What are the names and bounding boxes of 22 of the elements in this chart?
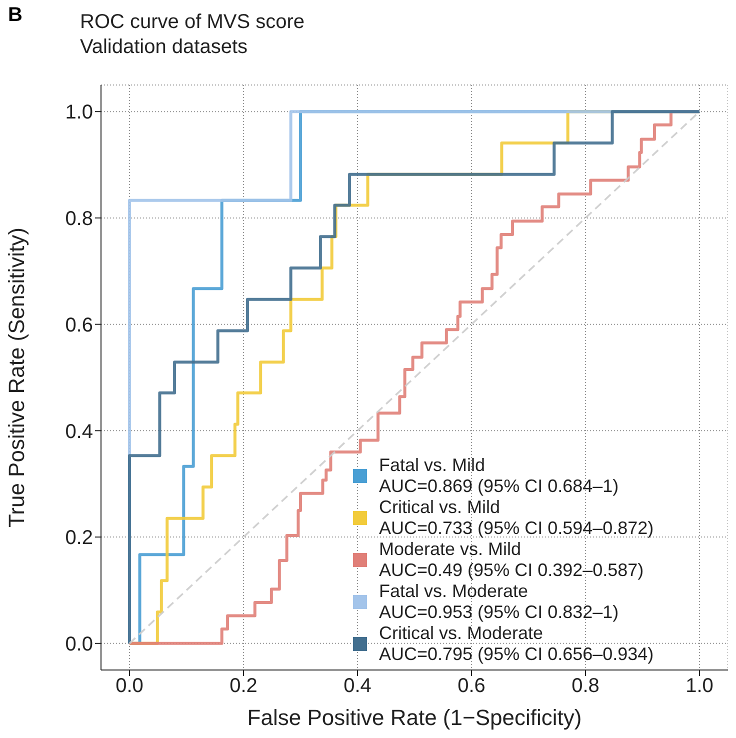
y-tick-label: 0.2 — [65, 527, 93, 550]
legend-label: Fatal vs. Moderate AUC=0.953 (95% CI 0.832–1) — [379, 581, 619, 623]
y-tick-label: 0.4 — [65, 420, 93, 443]
x-axis-title: False Positive Rate (1−Specificity) — [247, 705, 582, 730]
y-tick-label: 0.6 — [65, 314, 93, 336]
chart-subtitle: Validation datasets — [80, 35, 249, 60]
text: B — [8, 4, 22, 27]
y-tick-label: 0.8 — [65, 208, 93, 230]
y-axis-title: True Positive Rate (Sensitivity) — [4, 228, 29, 528]
x-tick-label: 0.8 — [572, 675, 600, 698]
legend-label: Fatal vs. Mild AUC=0.869 (95% CI 0.684–1) — [379, 455, 619, 497]
legend-label: Critical vs. Moderate AUC=0.795 (95% CI 0.656–0.934) — [379, 623, 654, 665]
legend-label: Moderate vs. Mild AUC=0.49 (95% CI 0.392–0.587) — [379, 539, 644, 581]
y-tick-label: 0.0 — [65, 634, 93, 656]
legend-label: Critical vs. Mild AUC=0.733 (95% CI 0.594–0.872) — [379, 497, 654, 539]
x-tick-label: 0.6 — [458, 675, 486, 698]
x-tick-label: 0.0 — [116, 675, 144, 698]
y-tick-label: 1.0 — [65, 102, 93, 124]
chart-title: ROC curve of MVS score — [80, 10, 305, 35]
x-tick-label: 0.2 — [230, 675, 258, 698]
x-tick-label: 1.0 — [686, 675, 714, 698]
x-tick-label: 0.4 — [344, 675, 372, 698]
